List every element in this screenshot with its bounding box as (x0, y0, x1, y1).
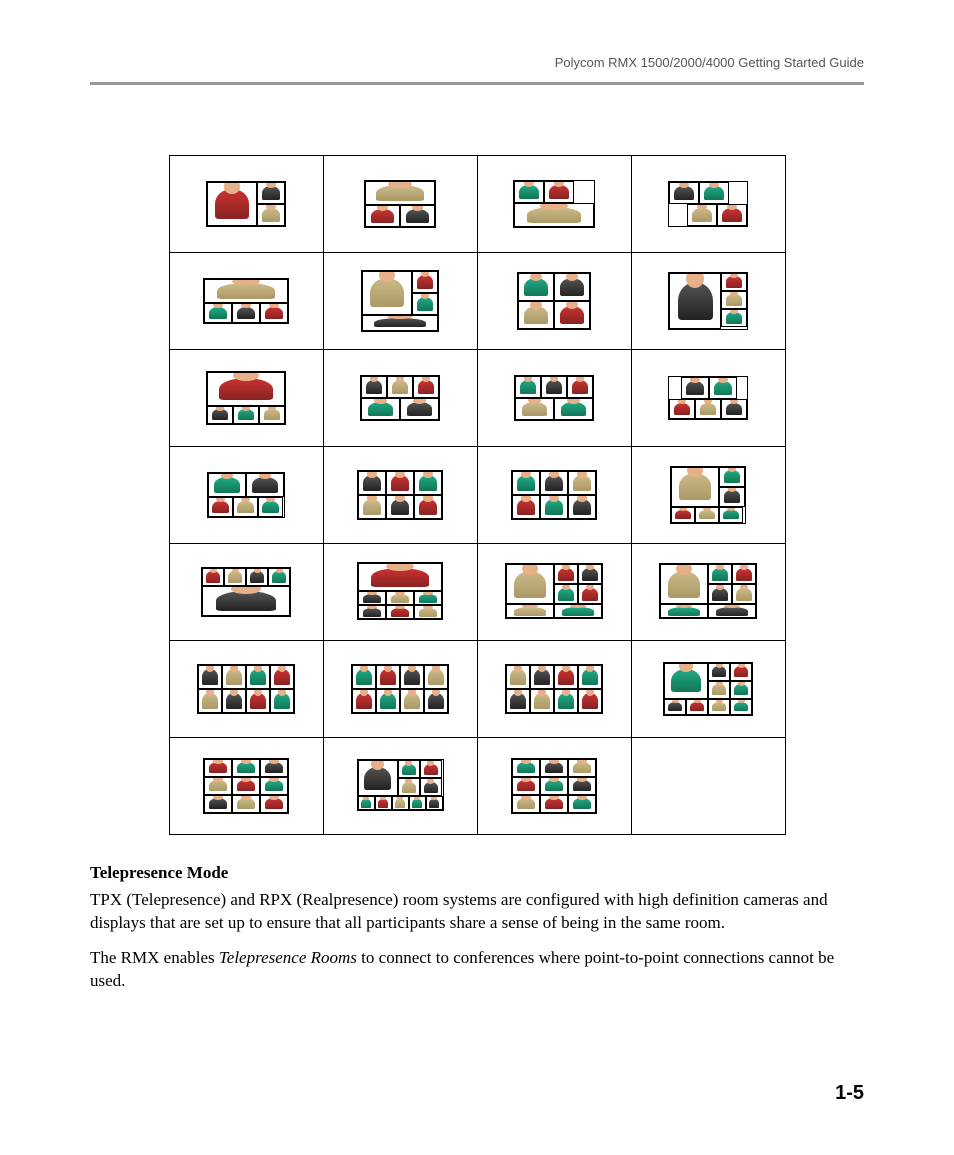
layout-icon (357, 759, 444, 811)
layout-icon (203, 278, 289, 324)
layout-icon (668, 376, 748, 420)
paragraph-2: The RMX enables Telepresence Rooms to co… (90, 947, 864, 993)
section-heading: Telepresence Mode (90, 863, 864, 883)
layout-icon (351, 664, 449, 714)
layout-cell (477, 447, 631, 544)
video-layout-grid (169, 155, 786, 835)
layout-icon (505, 664, 603, 714)
layout-cell (169, 738, 323, 835)
layout-cell (477, 544, 631, 641)
layout-cell (631, 253, 785, 350)
layout-cell (323, 447, 477, 544)
layout-icon (668, 181, 748, 227)
layout-cell (169, 156, 323, 253)
layout-cell (323, 641, 477, 738)
layout-cell (631, 738, 785, 835)
document-page: Polycom RMX 1500/2000/4000 Getting Start… (0, 0, 954, 1155)
layout-icon (670, 466, 746, 524)
layout-icon (207, 472, 285, 518)
layout-icon (517, 272, 591, 330)
layout-icon (668, 272, 748, 330)
layout-cell (477, 253, 631, 350)
layout-cell (169, 544, 323, 641)
layout-icon (511, 470, 597, 520)
layout-icon (511, 758, 597, 814)
layout-icon (357, 470, 443, 520)
layout-icon (201, 567, 291, 617)
layout-cell (169, 350, 323, 447)
page-number: 1-5 (835, 1082, 864, 1105)
layout-cell (477, 738, 631, 835)
layout-cell (631, 544, 785, 641)
layout-cell (477, 641, 631, 738)
header-title: Polycom RMX 1500/2000/4000 Getting Start… (555, 55, 864, 70)
layout-cell (631, 350, 785, 447)
layout-cell (169, 447, 323, 544)
para2-part-a: The RMX enables (90, 948, 219, 967)
layout-icon (360, 375, 440, 421)
layout-icon (197, 664, 295, 714)
page-header: Polycom RMX 1500/2000/4000 Getting Start… (90, 55, 864, 85)
layout-icon (663, 662, 753, 716)
layout-icon (513, 180, 595, 228)
para2-emphasis: Telepresence Rooms (219, 948, 357, 967)
layout-cell (323, 738, 477, 835)
layout-cell (169, 641, 323, 738)
layout-icon (659, 563, 757, 619)
layout-cell (169, 253, 323, 350)
layout-icon (203, 758, 289, 814)
layout-cell (323, 544, 477, 641)
layout-icon (505, 563, 603, 619)
layout-cell (631, 447, 785, 544)
layout-cell (631, 641, 785, 738)
layout-cell (323, 350, 477, 447)
layout-cell (631, 156, 785, 253)
layout-cell (323, 253, 477, 350)
layout-icon (514, 375, 594, 421)
layout-icon (364, 180, 436, 228)
layout-cell (477, 350, 631, 447)
paragraph-1: TPX (Telepresence) and RPX (Realpresence… (90, 889, 864, 935)
layout-icon (206, 371, 286, 425)
layout-icon (361, 270, 439, 332)
layout-icon (357, 562, 443, 620)
layout-cell (477, 156, 631, 253)
layout-icon (206, 181, 286, 227)
layout-cell (323, 156, 477, 253)
